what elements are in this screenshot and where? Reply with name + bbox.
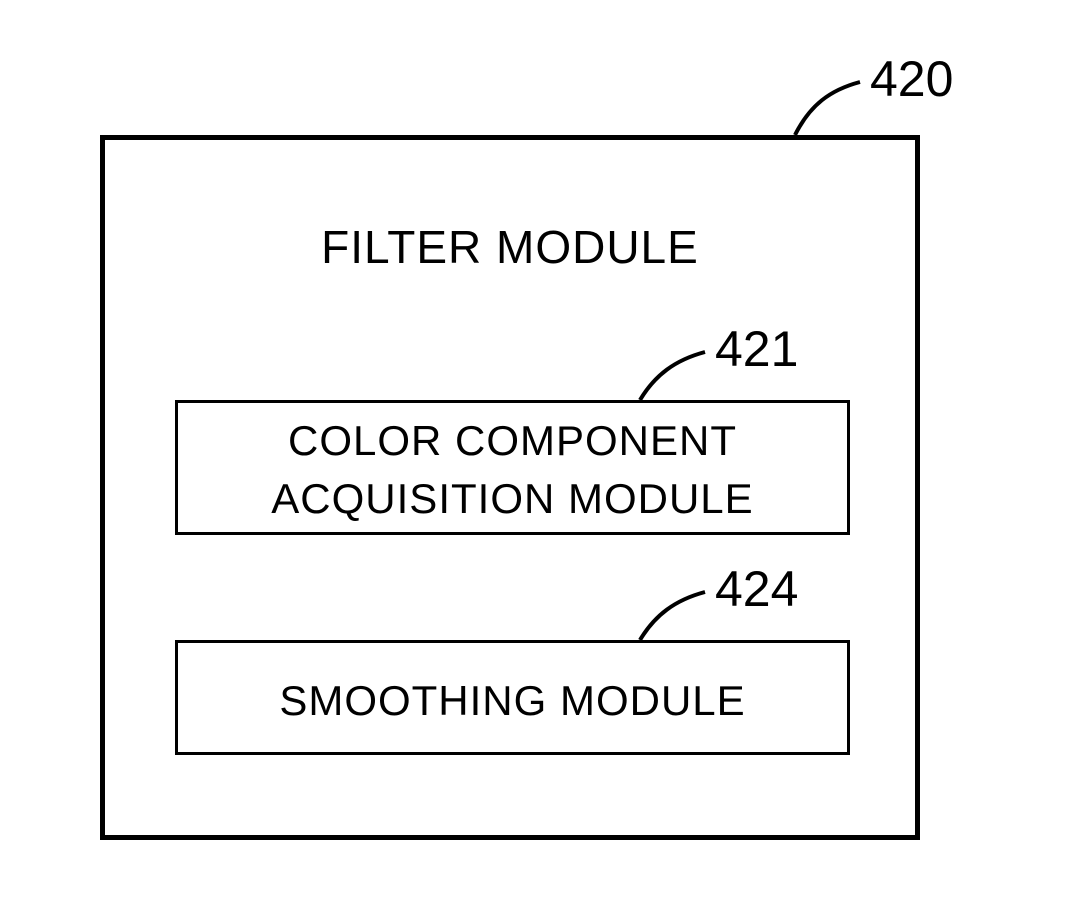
ref-424: 424 — [715, 560, 798, 618]
diagram-canvas: FILTER MODULE 420 COLOR COMPONENT ACQUIS… — [0, 0, 1077, 904]
leader-424 — [0, 0, 1077, 904]
